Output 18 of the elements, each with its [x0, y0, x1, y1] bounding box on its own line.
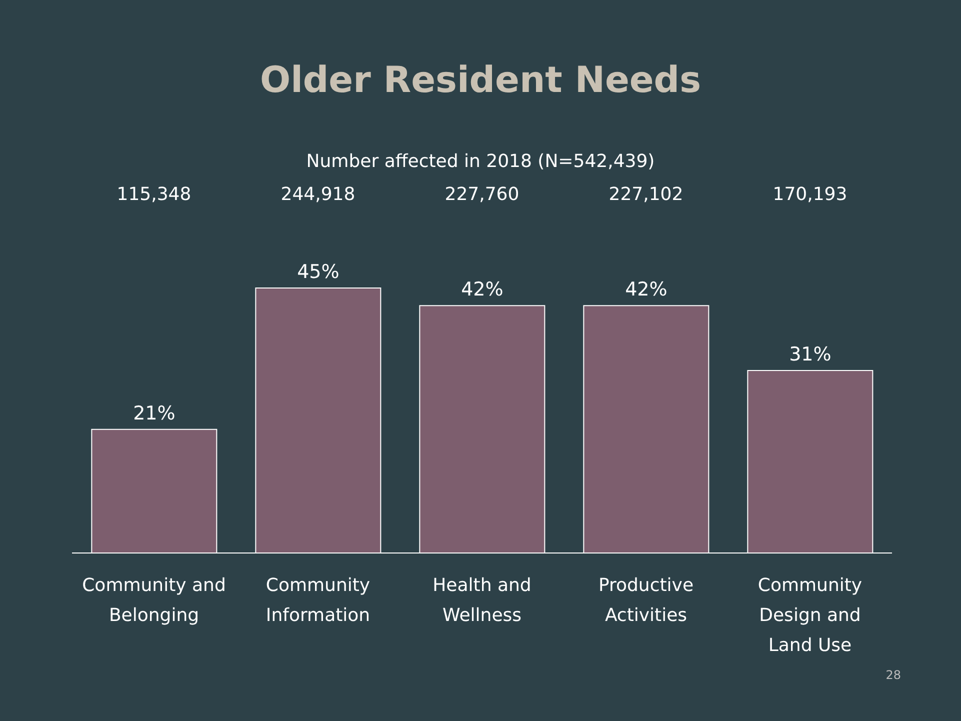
x-tick-label: Community and Belonging	[82, 575, 226, 626]
text: 115,348	[116, 184, 192, 205]
data-label: 21%	[133, 402, 176, 424]
x-tick-label: Health and Wellness	[432, 575, 532, 626]
chart-subtitle: Number affected in 2018 (N=542,439)	[305, 151, 656, 172]
data-label: 31%	[789, 343, 832, 366]
x-tick-label: Community Information	[266, 575, 370, 626]
text: 170,193	[772, 184, 848, 205]
data-label: 42%	[625, 278, 668, 301]
text: 227,760	[444, 184, 520, 205]
x-tick-label: Community Design and Land Use	[758, 575, 862, 656]
chart-title: Older Resident Needs	[258, 60, 702, 101]
text: 244,918	[280, 184, 356, 205]
x-tick-label: Productive Activities	[598, 575, 694, 626]
text: 28	[886, 668, 901, 682]
data-label: 42%	[461, 278, 504, 301]
data-label: 45%	[297, 261, 340, 283]
text: 227,102	[608, 184, 684, 205]
